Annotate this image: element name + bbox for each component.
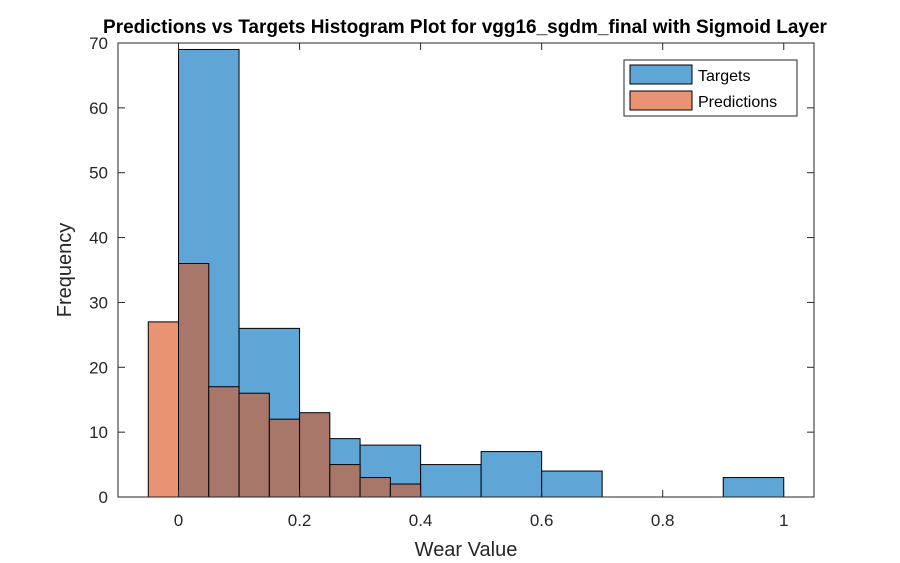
plot-frame (117, 42, 815, 498)
predictions-bar (359, 477, 391, 498)
predictions-bar (238, 392, 270, 498)
x-tick-label: 1 (779, 511, 788, 530)
bars-group (147, 48, 785, 498)
y-tick-label: 20 (89, 358, 108, 377)
predictions-bar (268, 418, 301, 498)
predictions-bar (178, 263, 210, 498)
y-axis-label: Frequency (54, 223, 76, 318)
y-tick-label: 30 (89, 293, 108, 312)
legend-swatch-targets (629, 64, 693, 85)
predictions-bar (147, 321, 180, 498)
targets-bar (480, 451, 543, 498)
legend-label-targets: Targets (698, 68, 750, 85)
targets-bar (420, 464, 482, 498)
predictions-bar (329, 464, 361, 498)
x-tick-label: 0.2 (288, 511, 312, 530)
x-tick-label: 0.8 (651, 511, 675, 530)
predictions-bar (208, 386, 240, 498)
targets-bar (541, 470, 603, 498)
targets-bar (722, 477, 785, 498)
legend-label-predictions: Predictions (698, 94, 777, 111)
chart-title: Predictions vs Targets Histogram Plot fo… (103, 17, 828, 38)
predictions-bar (389, 483, 422, 498)
y-tick-label: 10 (89, 423, 108, 442)
legend-swatch-predictions (629, 90, 693, 111)
predictions-bar (299, 412, 331, 498)
x-tick-label: 0.6 (530, 511, 554, 530)
x-axis-label: Wear Value (415, 539, 518, 561)
y-tick-label: 40 (89, 229, 108, 248)
y-tick-label: 50 (89, 164, 108, 183)
x-tick-label: 0 (174, 511, 183, 530)
y-tick-label: 70 (89, 34, 108, 53)
legend: Targets Predictions (623, 59, 798, 117)
x-tick-label: 0.4 (409, 511, 433, 530)
y-tick-label: 60 (89, 99, 108, 118)
y-tick-label: 0 (99, 488, 108, 507)
